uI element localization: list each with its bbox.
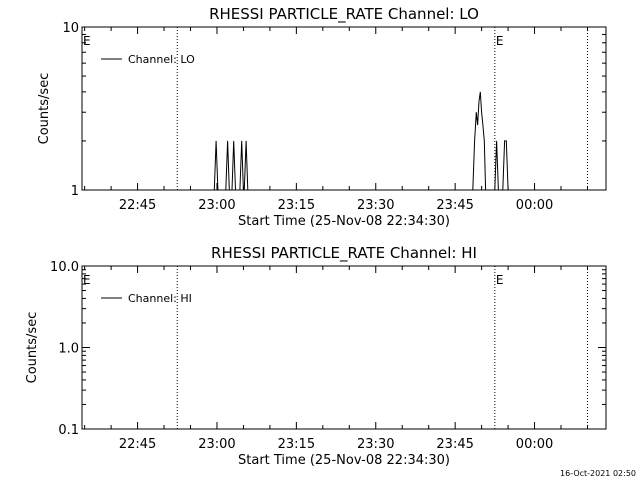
y-tick-label: 0.1 [58,423,79,438]
x-tick-label: 23:30 [357,437,394,452]
legend-label: Channel: HI [128,292,192,305]
x-axis-label: Start Time (25-Nov-08 22:34:30) [238,453,450,468]
x-tick-label: 22:45 [119,437,156,452]
chart-panel-0: RHESSI PARTICLE_RATE Channel: LO 22:45 23:… [37,5,607,229]
legend-label: Channel: LO [128,53,195,66]
x-tick-label: 00:00 [516,437,553,452]
x-tick-label: 23:00 [198,198,235,213]
plot-frame [81,26,607,191]
x-tick-label: 23:45 [436,437,473,452]
y-axis-label: Counts/sec [25,312,40,384]
y-tick-label: 1.0 [58,342,79,357]
plot-frame [81,265,607,430]
event-marker-label: E [496,34,504,48]
y-axis-label: Counts/sec [37,73,52,145]
x-tick-label: 23:30 [357,198,394,213]
x-tick-label: 00:00 [516,198,553,213]
x-axis-label: Start Time (25-Nov-08 22:34:30) [238,214,450,229]
event-marker-label: E [83,34,91,48]
chart-panel-1: RHESSI PARTICLE_RATE Channel: HI 22:45 23:… [25,244,607,468]
footer-timestamp: 16-Oct-2021 02:50 [560,469,636,478]
x-tick-label: 22:45 [119,198,156,213]
y-tick-label: 1 [71,184,79,199]
event-marker-label: E [496,273,504,287]
y-tick-label: 10 [62,21,79,36]
x-tick-label: 23:45 [436,198,473,213]
series-line [213,91,509,191]
event-marker-label: E [83,273,91,287]
x-tick-label: 23:15 [278,198,315,213]
chart-title: RHESSI PARTICLE_RATE Channel: LO [209,5,479,24]
y-tick-label: 10.0 [50,260,79,275]
chart-title: RHESSI PARTICLE_RATE Channel: HI [211,244,477,263]
x-tick-label: 23:00 [198,437,235,452]
x-tick-label: 23:15 [278,437,315,452]
